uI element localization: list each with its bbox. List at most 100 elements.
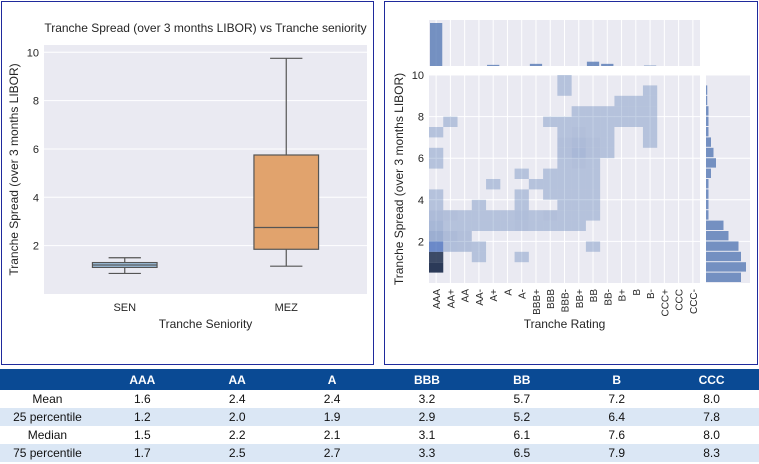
table-row: 25 percentile 1.2 2.0 1.9 2.9 5.2 6.4 7.…: [0, 408, 759, 426]
heatmap-cell: [557, 158, 572, 169]
heatmap-cell: [557, 179, 572, 190]
heatmap-cell: [429, 220, 444, 231]
x-tick-label: B: [632, 289, 643, 296]
heatmap-cell: [642, 116, 658, 127]
heatmap-cell: [585, 106, 601, 117]
x-tick-label: BB+: [575, 289, 586, 308]
heatmap-cell: [642, 95, 658, 107]
heatmap-cell: [585, 199, 601, 211]
heatmap-cell: [557, 199, 572, 211]
table-header-row: AAA AA A BBB BB B CCC: [0, 369, 759, 390]
heatmap-cell: [543, 210, 558, 221]
heatmap-cell: [486, 220, 501, 231]
x-axis-label: Tranche Seniority: [159, 317, 253, 331]
x-tick-label: CCC: [675, 289, 686, 311]
heatmap-cell: [543, 220, 558, 231]
table-header-cell: AA: [189, 369, 285, 390]
heatmap-cell: [600, 127, 615, 138]
y-tick-label: 4: [33, 192, 39, 204]
heatmap-cell: [429, 147, 444, 159]
table-cell: 8.0: [664, 426, 759, 444]
heatmap-cell: [585, 168, 601, 179]
heatmap-cell: [457, 210, 472, 221]
right-marginal-bar: [706, 210, 709, 220]
table-cell: 6.4: [569, 408, 665, 426]
table-header-cell: [0, 369, 95, 390]
heatmap-cell: [543, 116, 558, 127]
heatmap-cell: [557, 147, 572, 159]
table-cell: 8.3: [664, 444, 759, 462]
heatmap-cell: [571, 168, 586, 179]
heatmap-cell: [557, 75, 572, 86]
table-cell: 2.0: [189, 408, 285, 426]
heatmap-cell: [642, 127, 658, 138]
right-marginal-bar: [706, 158, 716, 168]
heatmap-cell: [557, 137, 572, 148]
heatmap-cell: [486, 210, 501, 221]
y-axis-label: Tranche Spread (over 3 months LIBOR): [392, 73, 406, 285]
table-cell: 3.2: [379, 390, 475, 408]
heatmap-cell: [557, 210, 572, 221]
heatmap-cell: [557, 189, 572, 200]
heatmap-cell: [628, 116, 643, 127]
right-marginal-bar: [706, 189, 709, 199]
heatmap-cell: [528, 179, 544, 190]
right-marginal-bar: [706, 241, 739, 251]
heatmap-cell: [600, 147, 615, 159]
heatmap-cell: [571, 199, 586, 211]
table-cell: 5.2: [474, 408, 570, 426]
heatmap-cell: [600, 137, 615, 148]
heatmap-cell: [557, 85, 572, 96]
heatmap-cell: [571, 127, 586, 138]
table-row: Median 1.5 2.2 2.1 3.1 6.1 7.6 8.0: [0, 426, 759, 444]
y-tick-label: 4: [418, 195, 424, 207]
joint-plot-panel: 2 4 6 8 10 AAA AA+ AA AA- A+ A A- BBB+ BBB BBB- BB+ BB BB…: [384, 1, 758, 365]
x-tick-label: AA-: [475, 289, 486, 306]
top-marginal-bar: [601, 63, 614, 66]
top-marginal-bar: [529, 63, 543, 66]
right-marginal-bar: [706, 137, 711, 147]
heatmap-cell: [514, 168, 529, 179]
heatmap-cell: [571, 210, 586, 221]
x-tick-label: BB-: [603, 289, 614, 306]
right-marginal-bar: [706, 85, 708, 95]
heatmap-cell: [585, 127, 601, 138]
heatmap-cell: [443, 220, 458, 231]
x-axis-label: Tranche Rating: [524, 317, 606, 331]
table-cell: 1.2: [94, 408, 190, 426]
y-tick-label: 6: [33, 144, 39, 156]
right-marginal-bar: [706, 251, 741, 262]
table-cell: 2.2: [189, 426, 285, 444]
heatmap-cell: [500, 210, 515, 221]
right-marginal-bar: [706, 95, 708, 106]
y-axis-label: Tranche Spread (over 3 months LIBOR): [7, 63, 21, 275]
rating-stats-table: AAA AA A BBB BB B CCC Mean 1.6 2.4 2.4 3…: [0, 369, 759, 462]
y-tick-label: 10: [27, 47, 39, 59]
heatmap-cell: [600, 106, 615, 117]
heatmap-cell: [642, 137, 658, 148]
x-tick-label: CCC-: [689, 289, 700, 314]
heatmap-cell: [557, 168, 572, 179]
heatmap-cell: [471, 210, 487, 221]
x-tick-label: BBB-: [561, 289, 572, 312]
table-cell: 6.5: [474, 444, 570, 462]
right-marginal-bar: [706, 199, 709, 210]
heatmap-cell: [571, 158, 586, 169]
table-cell: 1.6: [94, 390, 190, 408]
x-tick-label: A-: [518, 289, 529, 299]
table-cell: 1.7: [94, 444, 190, 462]
heatmap-cell: [514, 189, 529, 200]
x-tick-label: MEZ: [275, 302, 299, 314]
heatmap-cell: [429, 231, 444, 242]
heatmap-cell: [543, 168, 558, 179]
table-cell: 3.3: [379, 444, 475, 462]
row-label: Median: [0, 426, 95, 444]
right-marginal-bar: [706, 147, 714, 158]
heatmap-cell: [600, 116, 615, 127]
table-header-cell: BB: [474, 369, 570, 390]
table-header-cell: AAA: [94, 369, 190, 390]
x-tick-label: B-: [646, 289, 657, 299]
table-cell: 3.1: [379, 426, 475, 444]
x-tick-label: B+: [618, 289, 629, 302]
